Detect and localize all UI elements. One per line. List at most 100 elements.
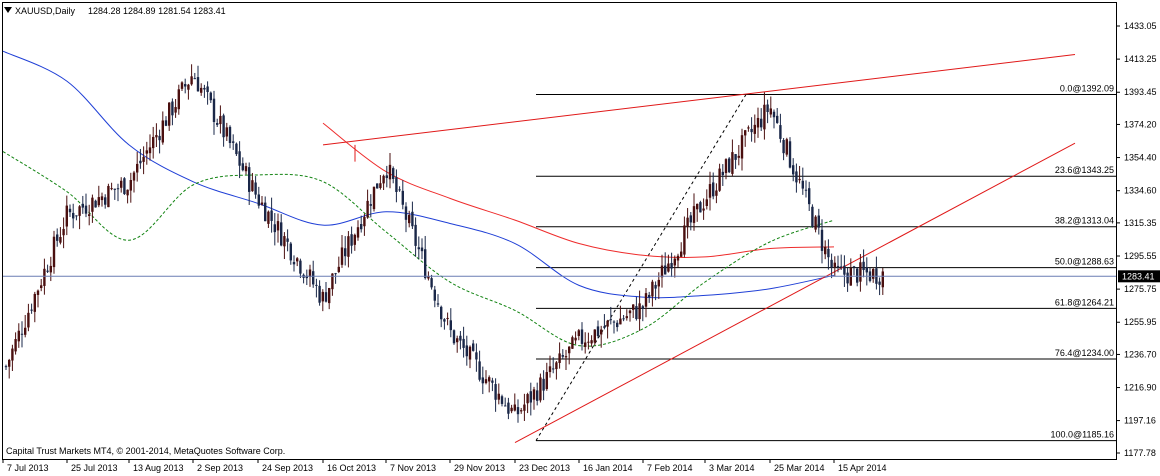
candle-body — [84, 205, 88, 214]
candle-body — [145, 150, 148, 154]
candle-body — [225, 127, 228, 137]
candle-body — [740, 135, 744, 159]
candle-body — [353, 234, 356, 245]
x-tick-label: 25 Jul 2013 — [71, 463, 118, 473]
candle-body — [52, 236, 56, 268]
candle-body — [289, 243, 292, 261]
candle-body — [331, 273, 334, 290]
candle-body — [520, 410, 523, 412]
candle-body — [209, 92, 212, 101]
trendline-upper-resistance — [322, 54, 1076, 146]
candle-body — [129, 180, 132, 191]
candle-body — [494, 384, 497, 400]
candle-body — [14, 339, 17, 352]
fib-swing-line — [535, 94, 747, 441]
candle-body — [401, 190, 404, 205]
candle-body — [411, 211, 414, 227]
candle-body — [324, 292, 328, 302]
candle-body — [840, 266, 843, 268]
candle-body — [72, 212, 75, 219]
y-tick-label: 1216.90 — [1124, 383, 1157, 393]
candle-body — [696, 203, 699, 210]
candle-body — [430, 278, 433, 288]
candle-body — [683, 225, 686, 255]
candle-body — [11, 348, 14, 361]
candle-body — [350, 234, 353, 246]
candle-body — [392, 168, 395, 179]
candle-body — [417, 247, 420, 250]
trendline-rising-support — [514, 142, 1076, 444]
candle-body — [62, 228, 65, 236]
candle-body — [206, 86, 209, 93]
candle-body — [328, 287, 331, 304]
candle-body — [555, 362, 558, 370]
candle-body — [552, 368, 555, 370]
candle-body — [376, 183, 379, 189]
candle-body — [811, 206, 814, 228]
candle-body — [676, 255, 680, 261]
candle-body — [347, 236, 350, 257]
chart-menu-icon[interactable] — [4, 7, 12, 13]
candle-body — [356, 227, 360, 238]
candle-body — [744, 130, 747, 136]
candle-body — [273, 224, 276, 233]
candle-body — [443, 319, 446, 322]
candle-body — [200, 87, 203, 93]
candle-body — [872, 269, 875, 279]
candle-body — [753, 124, 756, 134]
candle-body — [651, 281, 654, 297]
candle-body — [760, 118, 763, 128]
candle-body — [276, 221, 280, 231]
y-tick-label: 1315.35 — [1124, 218, 1157, 228]
candle-body — [516, 407, 520, 415]
candle-body — [286, 238, 289, 242]
candle-body — [196, 77, 200, 92]
candle-body — [843, 265, 846, 275]
candle-body — [382, 175, 385, 184]
candle-body — [257, 194, 260, 206]
candle-body — [88, 214, 91, 216]
candle-body — [238, 151, 241, 166]
candle-body — [628, 310, 632, 314]
trendlines[interactable] — [322, 54, 1076, 444]
candle-body — [398, 189, 401, 191]
candle-body — [232, 141, 235, 143]
candle-body — [305, 275, 308, 279]
candle-body — [846, 272, 849, 284]
fibonacci-retracement[interactable]: 0.0@1392.09 23.6@1343.25 38.2@1313.04 50.0@… — [535, 84, 1116, 442]
candle-body — [776, 115, 779, 123]
candle-body — [56, 234, 59, 241]
candle-body — [248, 167, 251, 192]
candle-body — [692, 206, 696, 223]
plot-frame — [2, 2, 1117, 460]
candle-body — [334, 273, 337, 275]
candle-body — [456, 338, 459, 343]
fib-level-label: 23.6@1343.25 — [1055, 165, 1114, 175]
candle-body — [203, 87, 206, 90]
y-tick-label: 1393.45 — [1124, 87, 1157, 97]
candle-body — [366, 200, 369, 218]
candle-body — [491, 380, 494, 383]
candle-body — [590, 340, 593, 344]
candlesticks — [4, 64, 884, 423]
candle-body — [702, 208, 705, 211]
candle-body — [414, 224, 417, 246]
candle-body — [779, 125, 782, 139]
candle-body — [660, 265, 664, 278]
candle-body — [462, 338, 465, 348]
candle-body — [708, 184, 712, 198]
candle-body — [577, 330, 580, 337]
candle-body — [139, 160, 142, 164]
candle-body — [171, 101, 174, 116]
candle-body — [587, 341, 590, 343]
candle-body — [440, 306, 443, 320]
x-tick-label: 23 Dec 2013 — [519, 463, 570, 473]
candle-body — [596, 326, 600, 336]
candle-body — [616, 322, 619, 328]
candle-body — [216, 123, 219, 125]
candle-body — [488, 377, 491, 382]
candle-body — [686, 217, 689, 227]
candle-body — [788, 141, 792, 168]
chart-ohlc: 1284.28 1284.89 1281.54 1283.41 — [88, 6, 226, 16]
